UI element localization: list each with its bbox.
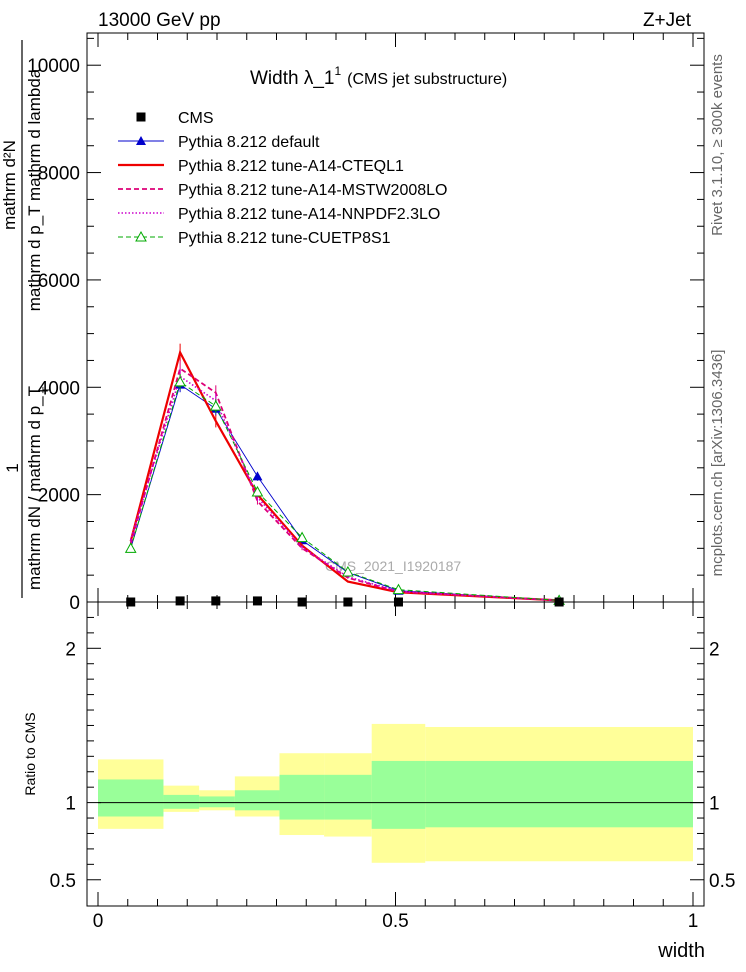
watermark-analysis-id: CMS_2021_I1920187 — [325, 558, 461, 574]
series-5-line — [130, 381, 560, 601]
series-2-line — [129, 349, 560, 602]
ratio-inner-band — [279, 774, 325, 820]
series-1 — [125, 376, 565, 605]
x-tick-label: 1 — [688, 911, 699, 932]
series-0-point — [211, 596, 221, 606]
legend: CMS Pythia 8.212 default Pythia 8.212 tune… — [118, 110, 447, 247]
series-0-point — [252, 596, 262, 606]
ratio-y-tick-label: 1 — [65, 794, 76, 815]
ratio-bands — [98, 723, 693, 863]
ylabel-num: mathrm d²N — [0, 140, 19, 230]
series-5-point — [124, 542, 137, 553]
main-y-axis-label: 1 mathrm dN / mathrm d p_T T mathrm d²N … — [0, 40, 53, 598]
legend-label: Pythia 8.212 default — [178, 134, 320, 151]
header-energy-label: 13000 GeV pp — [98, 10, 221, 31]
legend-swatch-marker — [135, 230, 147, 242]
legend-label: Pythia 8.212 tune-CUETP8S1 — [178, 230, 391, 247]
main-y-axis: 0 2000 4000 6000 8000 10000 — [27, 37, 704, 614]
plot-title-note: (CMS jet substructure) — [347, 71, 507, 88]
main-y-tick-label: 4000 — [38, 378, 80, 399]
main-series-group — [124, 343, 565, 607]
ylabel-sub-t: T — [41, 386, 53, 393]
legend-label: Pythia 8.212 tune-A14-NNPDF2.3LO — [178, 206, 440, 223]
ylabel-den: mathrm dN / mathrm d p_T — [25, 386, 44, 590]
series-0-point — [175, 596, 185, 606]
series-1-point — [252, 471, 263, 481]
series-5-point — [251, 485, 264, 497]
legend-entry: CMS — [136, 110, 214, 127]
ratio-inner-band — [199, 796, 235, 808]
ratio-y-tick-label-right: 0.5 — [709, 871, 735, 892]
legend-entry: Pythia 8.212 tune-A14-CTEQL1 — [118, 158, 404, 175]
ratio-y-tick-label: 2 — [65, 639, 76, 660]
main-y-tick-label: 8000 — [38, 164, 80, 185]
legend-swatch-marker — [136, 112, 146, 122]
series-5-point — [209, 400, 222, 411]
legend-label: Pythia 8.212 tune-A14-CTEQL1 — [178, 158, 404, 175]
series-5-point — [174, 375, 186, 387]
ratio-plot-panel: 0.5 0.51 12 2 0 0.5 1 Ratio to CMS width — [22, 601, 735, 962]
main-y-tick-label: 0 — [69, 593, 80, 614]
ratio-y-tick-label-right: 1 — [709, 794, 720, 815]
ylabel-one: 1 — [3, 463, 22, 472]
legend-swatch-marker — [136, 136, 146, 145]
legend-label: CMS — [178, 110, 214, 127]
ylabel-den2: mathrm d p_T mathrm d lambda — [25, 68, 44, 311]
plot-title-superscript: 1 — [334, 64, 341, 78]
legend-entry: Pythia 8.212 tune-A14-NNPDF2.3LO — [118, 206, 440, 223]
ratio-y-axis: 0.5 0.5 1 1 2 2 — [50, 616, 735, 892]
legend-entry: Pythia 8.212 tune-CUETP8S1 — [118, 230, 391, 247]
legend-entry: Pythia 8.212 tune-A14-MSTW2008LO — [118, 182, 447, 199]
main-y-tick-label: 10000 — [27, 56, 80, 77]
series-5-point — [296, 531, 308, 543]
ratio-inner-band — [98, 779, 164, 817]
x-tick-label: 0.5 — [382, 911, 408, 932]
ratio-y-tick-label: 0.5 — [50, 871, 76, 892]
legend-entry: Pythia 8.212 default — [118, 134, 320, 151]
ratio-y-axis-label: Ratio to CMS — [22, 712, 38, 795]
x-tick-label: 0 — [93, 911, 104, 932]
main-x-ticks — [97, 33, 694, 602]
series-5 — [124, 374, 565, 605]
ratio-y-tick-label-right: 2 — [709, 639, 720, 660]
series-5-point — [342, 565, 354, 577]
x-axis-label: width — [657, 940, 705, 962]
ratio-inner-band — [371, 760, 426, 829]
main-y-tick-label: 2000 — [38, 486, 80, 507]
ratio-inner-band — [324, 774, 372, 820]
header-process-label: Z+Jet — [643, 10, 692, 31]
ratio-inner-band — [163, 794, 200, 809]
legend-label: Pythia 8.212 tune-A14-MSTW2008LO — [178, 182, 447, 199]
series-5-point — [392, 583, 405, 595]
main-y-tick-label: 6000 — [38, 271, 80, 292]
rivet-version-label: Rivet 3.1.10, ≥ 300k events — [709, 54, 726, 236]
series-3-line — [129, 367, 560, 602]
ratio-x-axis: 0 0.5 1 — [93, 602, 699, 932]
plot-title: Width λ_11 (CMS jet substructure) — [250, 64, 507, 89]
mcplots-label: mcplots.cern.ch [arXiv:1306.3436] — [709, 350, 726, 577]
ratio-inner-band — [234, 790, 280, 811]
series-1-line — [130, 383, 560, 601]
ratio-inner-band — [425, 760, 693, 828]
